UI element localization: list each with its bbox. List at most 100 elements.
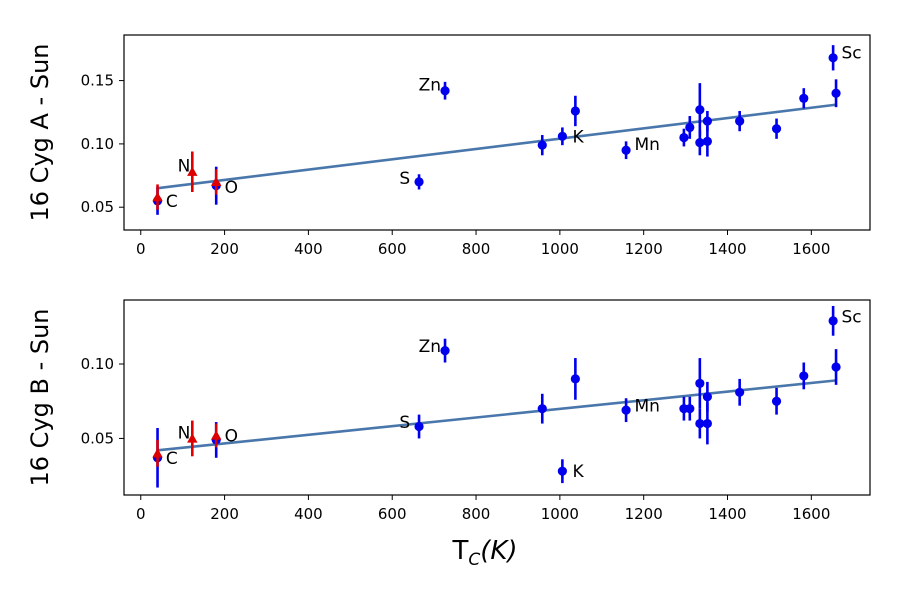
data-point: [570, 95, 580, 127]
data-point: [570, 358, 580, 400]
data-point: [537, 393, 547, 424]
point-label: K: [572, 462, 584, 482]
axes-frame: [123, 34, 871, 231]
point-label: Mn: [634, 397, 659, 417]
point-label: O: [225, 426, 238, 446]
x-tick-label: 1400: [708, 240, 746, 258]
data-point: [799, 362, 809, 390]
circle-marker: [679, 132, 689, 143]
circle-marker: [828, 53, 838, 63]
data-point: [557, 127, 567, 146]
point-label: C: [166, 192, 178, 212]
circle-marker: [771, 396, 782, 406]
data-point: [799, 88, 809, 109]
y-tick-label: 0.10: [81, 135, 114, 153]
data-point: [440, 81, 450, 100]
triangle-marker: [152, 448, 163, 458]
circle-marker: [537, 404, 547, 414]
data-point: [771, 387, 782, 415]
circle-marker: [557, 131, 567, 141]
y-axis-label: 16 Cyg B - Sun: [26, 308, 54, 486]
circle-marker: [685, 404, 695, 414]
data-point: [152, 439, 163, 467]
point-label: S: [399, 413, 410, 433]
point-label: Zn: [419, 75, 441, 95]
data-point: [828, 45, 838, 71]
data-point: [187, 420, 198, 457]
circle-marker: [702, 392, 712, 402]
circle-marker: [735, 387, 745, 397]
point-label: N: [178, 156, 191, 176]
data-point: [831, 349, 841, 385]
point-label: O: [225, 178, 238, 198]
y-axis-label: 16 Cyg A - Sun: [26, 44, 54, 222]
data-point: [828, 305, 838, 336]
circle-marker: [735, 116, 745, 126]
circle-marker: [831, 88, 841, 98]
circle-marker: [702, 418, 712, 429]
data-point: [695, 129, 705, 156]
circle-marker: [440, 346, 450, 356]
data-point: [414, 414, 424, 439]
y-tick-label: 0.05: [81, 198, 114, 216]
circle-marker: [695, 418, 705, 429]
circle-marker: [621, 145, 631, 155]
data-point: [211, 423, 222, 448]
circle-marker: [771, 124, 782, 134]
circle-marker: [695, 105, 705, 115]
data-point: [414, 174, 424, 190]
circle-marker: [702, 116, 712, 126]
data-point: [685, 396, 695, 421]
x-axis-label: TC(K): [451, 536, 517, 570]
data-point: [735, 110, 745, 132]
circle-marker: [685, 122, 695, 133]
x-axis-label-main: T: [451, 536, 468, 566]
x-tick-label: 600: [378, 505, 407, 523]
x-tick-label: 800: [462, 240, 491, 258]
triangle-marker: [187, 166, 198, 176]
data-point: [152, 184, 163, 210]
y-tick-label: 0.15: [81, 72, 114, 90]
triangle-marker: [211, 430, 222, 440]
x-tick-label: 1400: [708, 505, 746, 523]
data-point: [187, 151, 198, 193]
circle-marker: [828, 316, 838, 326]
x-tick-label: 0: [136, 505, 146, 523]
data-point: [621, 141, 631, 160]
circle-marker: [702, 136, 712, 146]
point-label: S: [399, 169, 410, 189]
point-label: C: [166, 449, 178, 469]
data-point: [735, 378, 745, 406]
circle-marker: [440, 86, 450, 96]
x-tick-label: 200: [210, 240, 239, 258]
chart-panel-top: CN O S Zn K Mn Sc 0 200 400 600 800 1000 1200 1400 1600…: [26, 34, 871, 258]
circle-marker: [414, 421, 424, 432]
circle-marker: [570, 106, 580, 116]
data-point: [695, 408, 705, 439]
x-tick-label: 600: [378, 240, 407, 258]
x-tick-label: 200: [210, 505, 239, 523]
fit-line: [157, 379, 837, 452]
data-point: [771, 118, 782, 139]
data-point: [695, 83, 705, 137]
x-tick-label: 1000: [541, 240, 579, 258]
axes-frame: [123, 299, 871, 496]
circle-marker: [537, 140, 547, 150]
data-point: [621, 398, 631, 423]
x-axis-label-subscript: C: [468, 550, 480, 570]
data-point: [440, 338, 450, 363]
x-tick-label: 1200: [625, 505, 663, 523]
x-tick-label: 400: [294, 240, 323, 258]
fit-line: [157, 103, 837, 190]
point-label: Sc: [842, 307, 862, 327]
data-point: [702, 381, 712, 412]
triangle-marker: [187, 433, 198, 443]
circle-marker: [414, 177, 424, 187]
point-label: Sc: [842, 44, 862, 64]
y-tick-label: 0.10: [81, 355, 114, 373]
x-tick-label: 400: [294, 505, 323, 523]
x-tick-label: 1600: [792, 505, 830, 523]
x-tick-label: 1000: [541, 505, 579, 523]
